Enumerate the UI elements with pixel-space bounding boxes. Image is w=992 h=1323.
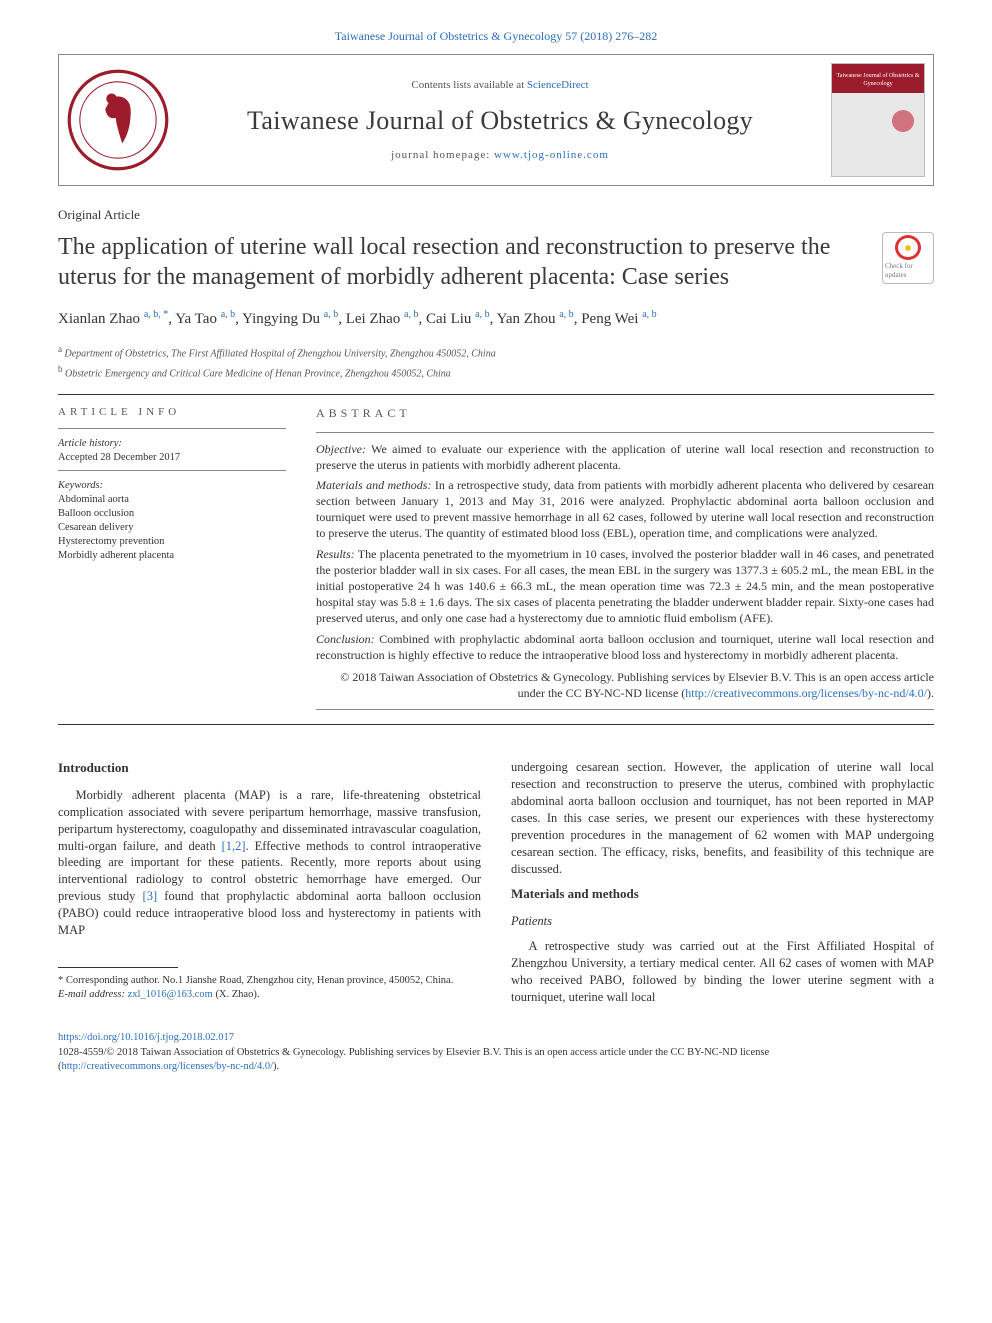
citation-1-2[interactable]: [1,2] xyxy=(222,839,246,853)
journal-homepage: journal homepage: www.tjog-online.com xyxy=(391,148,609,163)
journal-name: Taiwanese Journal of Obstetrics & Gyneco… xyxy=(247,103,753,138)
article-info-sidebar: ARTICLE INFO Article history: Accepted 2… xyxy=(58,405,286,710)
objective-label: Objective: xyxy=(316,442,366,456)
keywords-label: Keywords: xyxy=(58,479,286,493)
cover-title-band: Taiwanese Journal of Obstetrics & Gyneco… xyxy=(832,72,924,88)
affiliations: a Department of Obstetrics, The First Af… xyxy=(58,343,934,381)
email-label: E-mail address: xyxy=(58,989,125,1000)
history-text: Accepted 28 December 2017 xyxy=(58,451,286,465)
journal-header: Contents lists available at ScienceDirec… xyxy=(58,54,934,186)
intro-paragraph-1: Morbidly adherent placenta (MAP) is a ra… xyxy=(58,787,481,939)
affiliation-b: b Obstetric Emergency and Critical Care … xyxy=(58,363,934,381)
footer-license-link[interactable]: http://creativecommons.org/licenses/by-n… xyxy=(62,1061,274,1072)
affiliation-a: a Department of Obstetrics, The First Af… xyxy=(58,343,934,361)
conclusion-label: Conclusion: xyxy=(316,632,375,646)
contents-prefix: Contents lists available at xyxy=(411,79,526,91)
materials-methods-heading: Materials and methods xyxy=(511,885,934,903)
article-info-heading: ARTICLE INFO xyxy=(58,405,286,420)
doi-link[interactable]: https://doi.org/10.1016/j.tjog.2018.02.0… xyxy=(58,1032,234,1043)
methods-label: Materials and methods: xyxy=(316,478,431,492)
keyword: Balloon occlusion xyxy=(58,507,286,521)
citation-link[interactable]: Taiwanese Journal of Obstetrics & Gyneco… xyxy=(335,29,657,43)
keyword: Morbidly adherent placenta xyxy=(58,549,286,563)
crossmark-badge[interactable]: Check for updates xyxy=(882,232,934,284)
copyright-suffix: ). xyxy=(927,686,934,700)
email-suffix: (X. Zhao). xyxy=(215,989,259,1000)
contents-available: Contents lists available at ScienceDirec… xyxy=(411,78,588,93)
keyword: Abdominal aorta xyxy=(58,493,286,507)
conclusion-text: Combined with prophylactic abdominal aor… xyxy=(316,632,934,662)
crossmark-icon xyxy=(895,235,921,260)
citation-3[interactable]: [3] xyxy=(143,889,158,903)
article-title: The application of uterine wall local re… xyxy=(58,232,868,293)
sciencedirect-link[interactable]: ScienceDirect xyxy=(527,79,589,91)
keyword: Cesarean delivery xyxy=(58,521,286,535)
results-label: Results: xyxy=(316,547,355,561)
history-label: Article history: xyxy=(58,437,286,451)
footnotes-block: * Corresponding author. No.1 Jianshe Roa… xyxy=(58,967,481,1002)
top-citation: Taiwanese Journal of Obstetrics & Gyneco… xyxy=(58,28,934,44)
cover-thumbnail: Taiwanese Journal of Obstetrics & Gyneco… xyxy=(823,55,933,185)
article-type: Original Article xyxy=(58,206,934,224)
crossmark-label: Check for updates xyxy=(885,262,931,281)
authors-list: Xianlan Zhao a, b, *, Ya Tao a, b, Yingy… xyxy=(58,307,934,331)
society-logo xyxy=(59,55,177,185)
homepage-prefix: journal homepage: xyxy=(391,149,494,161)
page-footer: https://doi.org/10.1016/j.tjog.2018.02.0… xyxy=(58,1031,934,1074)
corresponding-email-link[interactable]: zxl_1016@163.com xyxy=(128,989,213,1000)
cover-decorative-icon xyxy=(892,110,914,132)
introduction-heading: Introduction xyxy=(58,759,481,777)
objective-text: We aimed to evaluate our experience with… xyxy=(316,442,934,472)
corresponding-author-note: * Corresponding author. No.1 Jianshe Roa… xyxy=(58,974,481,988)
intro-paragraph-1-cont: undergoing cesarean section. However, th… xyxy=(511,759,934,877)
keyword: Hysterectomy prevention xyxy=(58,535,286,549)
patients-paragraph-1: A retrospective study was carried out at… xyxy=(511,938,934,1006)
results-text: The placenta penetrated to the myometriu… xyxy=(316,547,934,626)
patients-subheading: Patients xyxy=(511,913,934,930)
footer-copyright-suffix: ). xyxy=(273,1061,279,1072)
homepage-link[interactable]: www.tjog-online.com xyxy=(494,149,609,161)
abstract-heading: ABSTRACT xyxy=(316,405,934,421)
abstract-block: ABSTRACT Objective: We aimed to evaluate… xyxy=(316,405,934,710)
license-link[interactable]: http://creativecommons.org/licenses/by-n… xyxy=(685,686,927,700)
